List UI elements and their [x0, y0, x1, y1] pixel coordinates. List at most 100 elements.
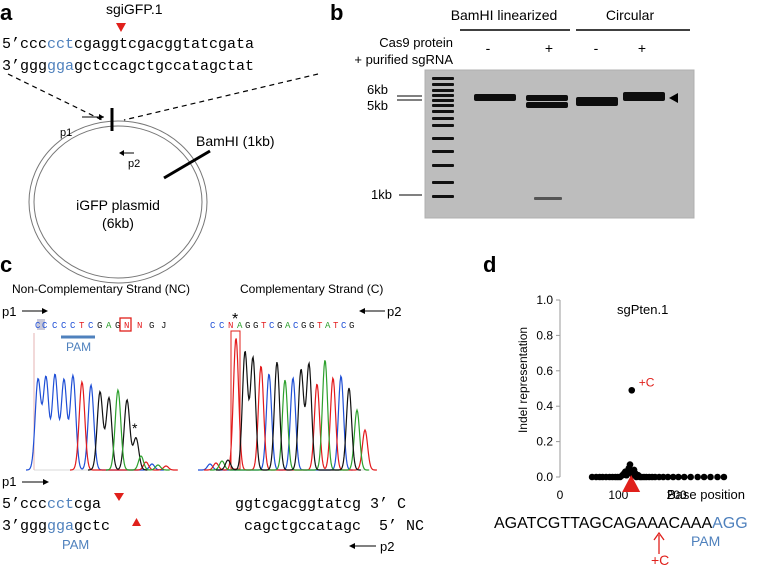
chart-title: sgPten.1 [617, 302, 668, 317]
zoom-line-right [123, 73, 319, 121]
base-call: T [79, 321, 85, 331]
base-call: C [341, 321, 347, 331]
panel-d: d sgPten.1 Indel representation Base pos… [483, 252, 748, 566]
annotated-data-point [628, 386, 636, 394]
base-call: C [61, 321, 67, 331]
base-call: T [317, 321, 323, 331]
nc-star-marker: * [132, 420, 138, 436]
cut-site-marker-a [116, 23, 126, 32]
insertion-annotation: +C [639, 375, 655, 389]
plasmid-top-strand: 5’ccccctcgaggtcgacggtatcgata [2, 36, 254, 53]
plasmid-outer-ring [28, 120, 208, 284]
ladder-band [432, 117, 454, 120]
lane4-sign: + [638, 40, 646, 56]
panel-label-d: d [483, 252, 496, 277]
p1-seq-label: p1 [2, 474, 16, 489]
zoom-line-left [7, 73, 103, 121]
c-base-calls: C C N A G G T C G A C G G T A T C G [210, 321, 354, 331]
data-point [720, 473, 728, 481]
chart-points [588, 386, 728, 492]
data-point [694, 473, 701, 481]
panel-b: b BamHI linearized Circular Cas9 protein… [330, 0, 695, 219]
ladder-band [432, 104, 454, 107]
chart-axes: 0.00.20.40.60.81.00 100 200 [536, 293, 687, 502]
lane2-band-upper [526, 95, 568, 101]
highlighted-base-bg [37, 319, 45, 330]
data-point [687, 473, 694, 481]
ladder-band [432, 94, 454, 97]
ladder-band [432, 150, 454, 153]
ladder-band [432, 195, 454, 198]
mutated-base-box [119, 317, 132, 332]
plasmid-bottom-strand: 3’gggggagctccagctgccatagctat [2, 58, 254, 75]
y-tick-label: 1.0 [536, 293, 553, 307]
trace-line [26, 373, 164, 471]
treatment-label-line2: + purified sgRNA [354, 52, 453, 67]
band-pointer-arrow [669, 93, 678, 103]
ladder-band [432, 110, 454, 113]
base-call: G [277, 321, 282, 331]
panel-a: a sgiGFP.1 5’ccccctcgaggtcgacggtatcgata … [0, 0, 319, 284]
data-point [707, 473, 714, 481]
base-call: G [115, 321, 120, 331]
lane1-sign: - [486, 40, 491, 56]
data-point [659, 473, 667, 481]
data-point [714, 473, 721, 481]
base-call: J [161, 321, 166, 331]
base-call: A [285, 321, 291, 331]
y-tick-label: 0.2 [536, 435, 553, 449]
c-star-marker: * [232, 311, 238, 328]
base-call: T [333, 321, 339, 331]
nc-sequence: 5’ccccctcga [2, 496, 101, 513]
cut-site-triangle [622, 475, 641, 492]
base-call: C [293, 321, 299, 331]
pam-label-seq: PAM [62, 537, 89, 552]
base-call: G [309, 321, 314, 331]
ladder-band [432, 181, 454, 184]
base-call: C [88, 321, 94, 331]
pam-label-chrom: PAM [66, 340, 91, 354]
cut-marker-top [114, 493, 124, 501]
ladder-band [432, 89, 454, 92]
marker-5kb-label: 5kb [367, 98, 388, 113]
bamhi-site-tick [163, 149, 211, 180]
data-point [669, 473, 677, 481]
base-call: A [106, 321, 112, 331]
plasmid-size: (6kb) [102, 215, 134, 231]
lane3-sign: - [594, 40, 599, 56]
p1-arrowhead [99, 114, 104, 120]
base-call: N [228, 321, 233, 331]
c-sequence: 3’gggggagctc [2, 518, 110, 535]
base-call: G [301, 321, 306, 331]
base-call: C [269, 321, 275, 331]
data-point [700, 473, 708, 481]
base-call: C [70, 321, 76, 331]
base-call: C [52, 321, 58, 331]
base-call: C [219, 321, 225, 331]
base-call: N [137, 321, 142, 331]
p1-chrom-arrowhead [42, 308, 48, 314]
insertion-arrowhead [653, 531, 665, 541]
ladder-band [432, 83, 454, 86]
ladder-band [432, 99, 454, 102]
p2-chrom-label: p2 [387, 304, 401, 319]
lane3-band-circular [576, 97, 618, 106]
insertion-label-bottom: +C [651, 552, 669, 566]
base-call: C [35, 321, 41, 331]
nc-strand-title: Non-Complementary Strand (NC) [12, 282, 190, 296]
x-tick-label: 200 [667, 488, 687, 502]
ladder-lane [432, 77, 454, 198]
p1-label: p1 [60, 127, 72, 139]
y-axis-title: Indel representation [516, 327, 530, 433]
lane1-band-linear [474, 94, 516, 101]
bamhi-label: BamHI (1kb) [196, 133, 275, 149]
pam-label-d: PAM [691, 533, 720, 549]
base-call: C [210, 321, 216, 331]
base-call: G [253, 321, 258, 331]
marker-6kb-label: 6kb [367, 82, 388, 97]
group-label-circular: Circular [606, 7, 655, 23]
data-point [680, 473, 688, 481]
ladder-band [432, 77, 454, 80]
